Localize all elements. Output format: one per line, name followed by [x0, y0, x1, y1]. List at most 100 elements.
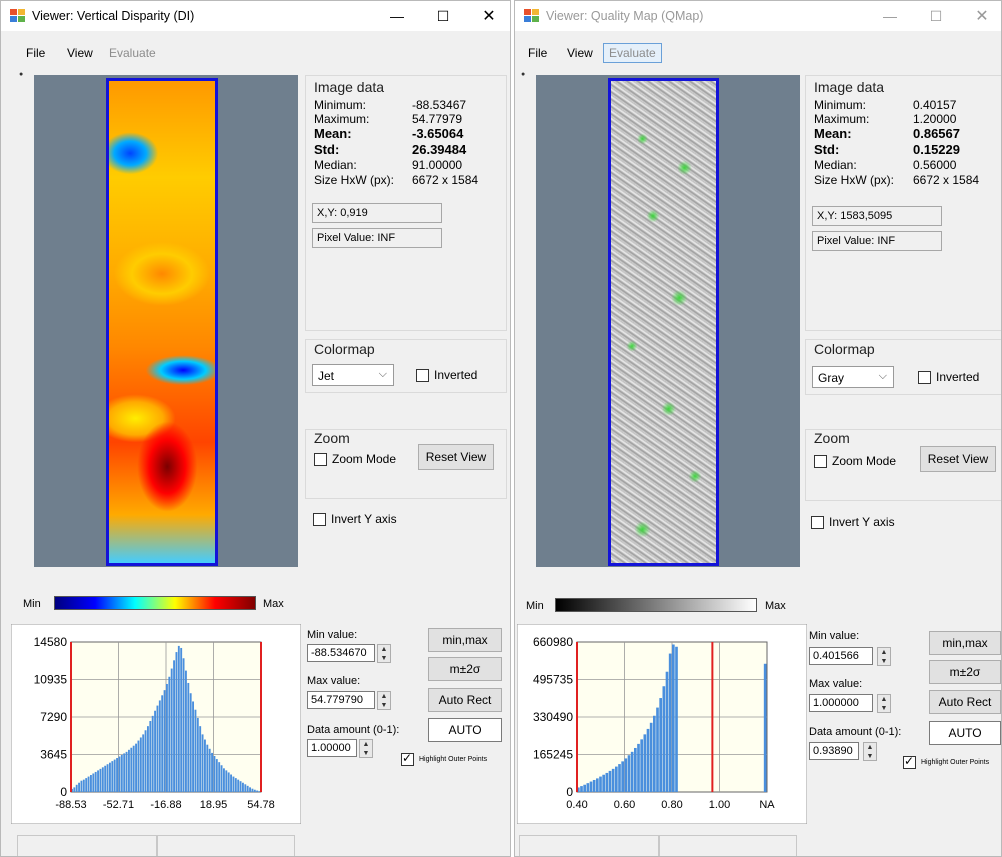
x-tick-label: 0.80 [661, 799, 682, 811]
histogram-bar [668, 653, 672, 792]
histogram-chart[interactable]: 0 3645 7290 10935 14580 -88.53 -52.71 -16.88 18.… [11, 624, 301, 824]
menu-evaluate[interactable]: Evaluate [603, 43, 662, 63]
image-data-group: Image data Minimum: -88.53467 Maximum: 5… [305, 75, 507, 331]
title-bar[interactable]: Viewer: Vertical Disparity (DI) — ☐ ✕ [1, 1, 510, 31]
image-canvas[interactable] [34, 75, 298, 567]
invert-y-label: Invert Y axis [331, 512, 397, 526]
minimize-icon[interactable]: — [390, 8, 404, 24]
reset-view-button[interactable]: Reset View [920, 446, 996, 472]
data-amount-input[interactable]: 0.93890 [809, 742, 859, 760]
checkbox-box[interactable] [903, 754, 916, 769]
inverted-checkbox[interactable]: Inverted [918, 370, 979, 384]
histogram-bar [637, 743, 640, 792]
menu-view[interactable]: View [567, 46, 593, 60]
data-amount-spinner[interactable]: ▲ ▼ [359, 739, 373, 758]
min-value-spinner[interactable]: ▲ ▼ [377, 644, 391, 663]
quality-map-image-strip[interactable] [608, 78, 719, 566]
histogram-bar [608, 770, 612, 792]
histogram-bar [232, 776, 235, 792]
data-amount-input[interactable]: 1.00000 [307, 739, 357, 757]
max-value-input[interactable]: 54.779790 [307, 691, 375, 709]
min-value-spinner[interactable]: ▲ ▼ [877, 647, 891, 666]
close-icon[interactable]: ✕ [975, 8, 989, 25]
menu-view[interactable]: View [67, 46, 93, 60]
min-value-input[interactable]: -88.534670 [307, 644, 375, 662]
histogram-bar [242, 782, 244, 792]
status-bar-left [17, 835, 157, 856]
data-amount-spinner[interactable]: ▲ ▼ [863, 742, 877, 761]
histogram-bar [662, 686, 666, 792]
min-max-button[interactable]: min,max [428, 628, 502, 652]
histogram-bar [101, 767, 104, 792]
auto-rect-button[interactable]: Auto Rect [428, 688, 502, 712]
inverted-label: Inverted [434, 368, 478, 382]
min-max-button[interactable]: min,max [929, 631, 1001, 655]
image-canvas[interactable] [536, 75, 800, 567]
status-bar-left [519, 835, 659, 856]
highlight-outer-label: Highlight Outer Points [921, 759, 990, 766]
minimize-icon[interactable]: — [883, 8, 897, 24]
menu-file[interactable]: File [528, 46, 548, 60]
mean-2sigma-button[interactable]: m±2σ [929, 660, 1001, 684]
max-value-spinner[interactable]: ▲ ▼ [877, 694, 891, 713]
y-tick-label: 495735 [533, 673, 573, 687]
highlight-outer-label: Highlight Outer Points [419, 756, 488, 763]
checkbox-box[interactable] [416, 368, 429, 382]
max-value-input[interactable]: 1.000000 [809, 694, 873, 712]
zoom-mode-checkbox[interactable]: Zoom Mode [814, 454, 896, 468]
inverted-checkbox[interactable]: Inverted [416, 368, 477, 382]
histogram-chart[interactable]: 0 165245 330490 495735 660980 0.40 0.60 0.80 1.0… [517, 624, 807, 824]
invert-y-checkbox[interactable]: Invert Y axis [313, 512, 397, 526]
histogram-bar [249, 787, 251, 792]
menu-evaluate[interactable]: Evaluate [109, 46, 156, 60]
checkbox-box[interactable] [918, 370, 931, 384]
checkbox-box[interactable] [401, 751, 414, 766]
invert-y-checkbox[interactable]: Invert Y axis [811, 515, 895, 529]
colormap-select[interactable]: Jet ⌵ [312, 364, 394, 386]
max-value-label: Max value: [809, 678, 863, 690]
highlight-outer-checkbox[interactable]: Highlight Outer Points [903, 754, 990, 769]
stat-minimum-value: 0.40157 [913, 98, 957, 112]
auto-button[interactable]: AUTO [929, 721, 1001, 745]
histogram-bar [92, 773, 95, 792]
histogram-bar [246, 785, 249, 792]
histogram-bar [244, 784, 247, 792]
histogram-bar [128, 749, 130, 792]
corner-dot-icon[interactable]: ● [521, 71, 526, 78]
checkbox-box[interactable] [314, 452, 327, 466]
disparity-image-strip[interactable] [106, 78, 218, 566]
checkbox-box[interactable] [313, 512, 326, 526]
title-bar[interactable]: Viewer: Quality Map (QMap) — ☐ ✕ [515, 1, 1001, 31]
zoom-heading: Zoom [814, 430, 850, 446]
x-tick-label: 18.95 [200, 799, 228, 811]
menu-file[interactable]: File [26, 46, 46, 60]
y-tick-label: 14580 [34, 635, 68, 649]
reset-view-button[interactable]: Reset View [418, 444, 494, 470]
auto-button[interactable]: AUTO [428, 718, 502, 742]
y-tick-label: 660980 [533, 635, 573, 649]
zoom-mode-checkbox[interactable]: Zoom Mode [314, 452, 396, 466]
stat-label: Median: [314, 158, 357, 172]
max-value-spinner[interactable]: ▲ ▼ [377, 691, 391, 710]
checkbox-box[interactable] [814, 454, 827, 468]
maximize-icon[interactable]: ☐ [436, 7, 450, 24]
corner-dot-icon[interactable]: ● [19, 71, 24, 78]
maximize-icon[interactable]: ☐ [929, 7, 943, 24]
histogram-bar [104, 765, 107, 792]
histogram-bar [640, 739, 643, 792]
checkbox-box[interactable] [811, 515, 824, 529]
min-value-input[interactable]: 0.401566 [809, 647, 873, 665]
histogram-bar [763, 663, 767, 792]
highlight-outer-checkbox[interactable]: Highlight Outer Points [401, 751, 488, 766]
histogram-bar [149, 721, 152, 792]
mean-2sigma-button[interactable]: m±2σ [428, 657, 502, 681]
histogram-bar [215, 759, 218, 792]
histogram-bar [213, 755, 216, 792]
zoom-group: Zoom Zoom Mode Reset View [305, 429, 507, 499]
histogram-bar [258, 791, 261, 792]
close-icon[interactable]: ✕ [482, 8, 496, 25]
zoom-mode-label: Zoom Mode [332, 452, 397, 466]
auto-rect-button[interactable]: Auto Rect [929, 690, 1001, 714]
colormap-select[interactable]: Gray ⌵ [812, 366, 894, 388]
min-value-label: Min value: [809, 630, 860, 642]
